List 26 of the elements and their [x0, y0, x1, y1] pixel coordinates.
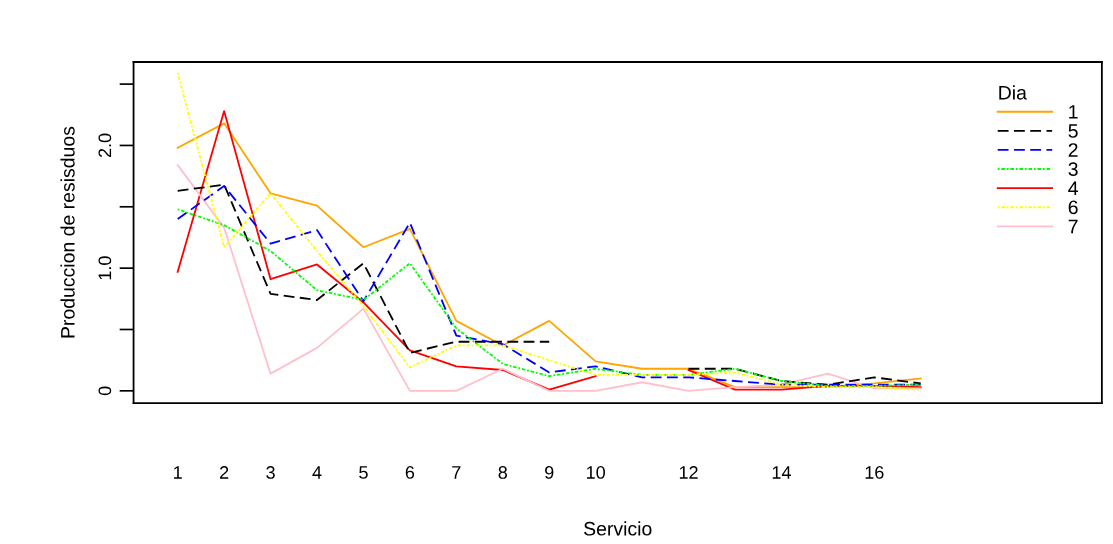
- x-tick-label: 4: [312, 466, 322, 479]
- y-tick-label: 2.0: [98, 133, 112, 158]
- x-tick-label: 5: [359, 466, 368, 479]
- legend-label: 1: [1069, 105, 1078, 119]
- x-tick-label: 8: [498, 466, 508, 479]
- legend-label: 2: [1068, 143, 1078, 157]
- y-tick-label: 1.0: [98, 256, 112, 280]
- x-tick-label: 1: [174, 466, 182, 479]
- x-tick-label: 2: [220, 466, 229, 479]
- x-tick-label: 14: [772, 466, 791, 479]
- x-tick-label: 3: [266, 466, 275, 479]
- x-tick-label: 16: [865, 466, 884, 479]
- legend-label: 3: [1068, 162, 1078, 177]
- x-tick-label: 9: [545, 466, 554, 479]
- legend-label: 6: [1068, 200, 1078, 215]
- x-tick-label: 7: [452, 466, 461, 479]
- x-tick-label: 12: [679, 466, 698, 479]
- legend-label: 7: [1068, 219, 1078, 234]
- y-tick-label: 0: [98, 386, 112, 396]
- legend-label: 5: [1068, 124, 1078, 138]
- x-tick-label: 6: [405, 466, 415, 479]
- legend-title: Dia: [999, 85, 1027, 100]
- y-axis-title: Produccion de resisduos: [60, 126, 75, 338]
- legend-label: 4: [1068, 181, 1078, 195]
- x-axis-title: Servicio: [584, 521, 652, 536]
- x-tick-label: 10: [586, 466, 605, 479]
